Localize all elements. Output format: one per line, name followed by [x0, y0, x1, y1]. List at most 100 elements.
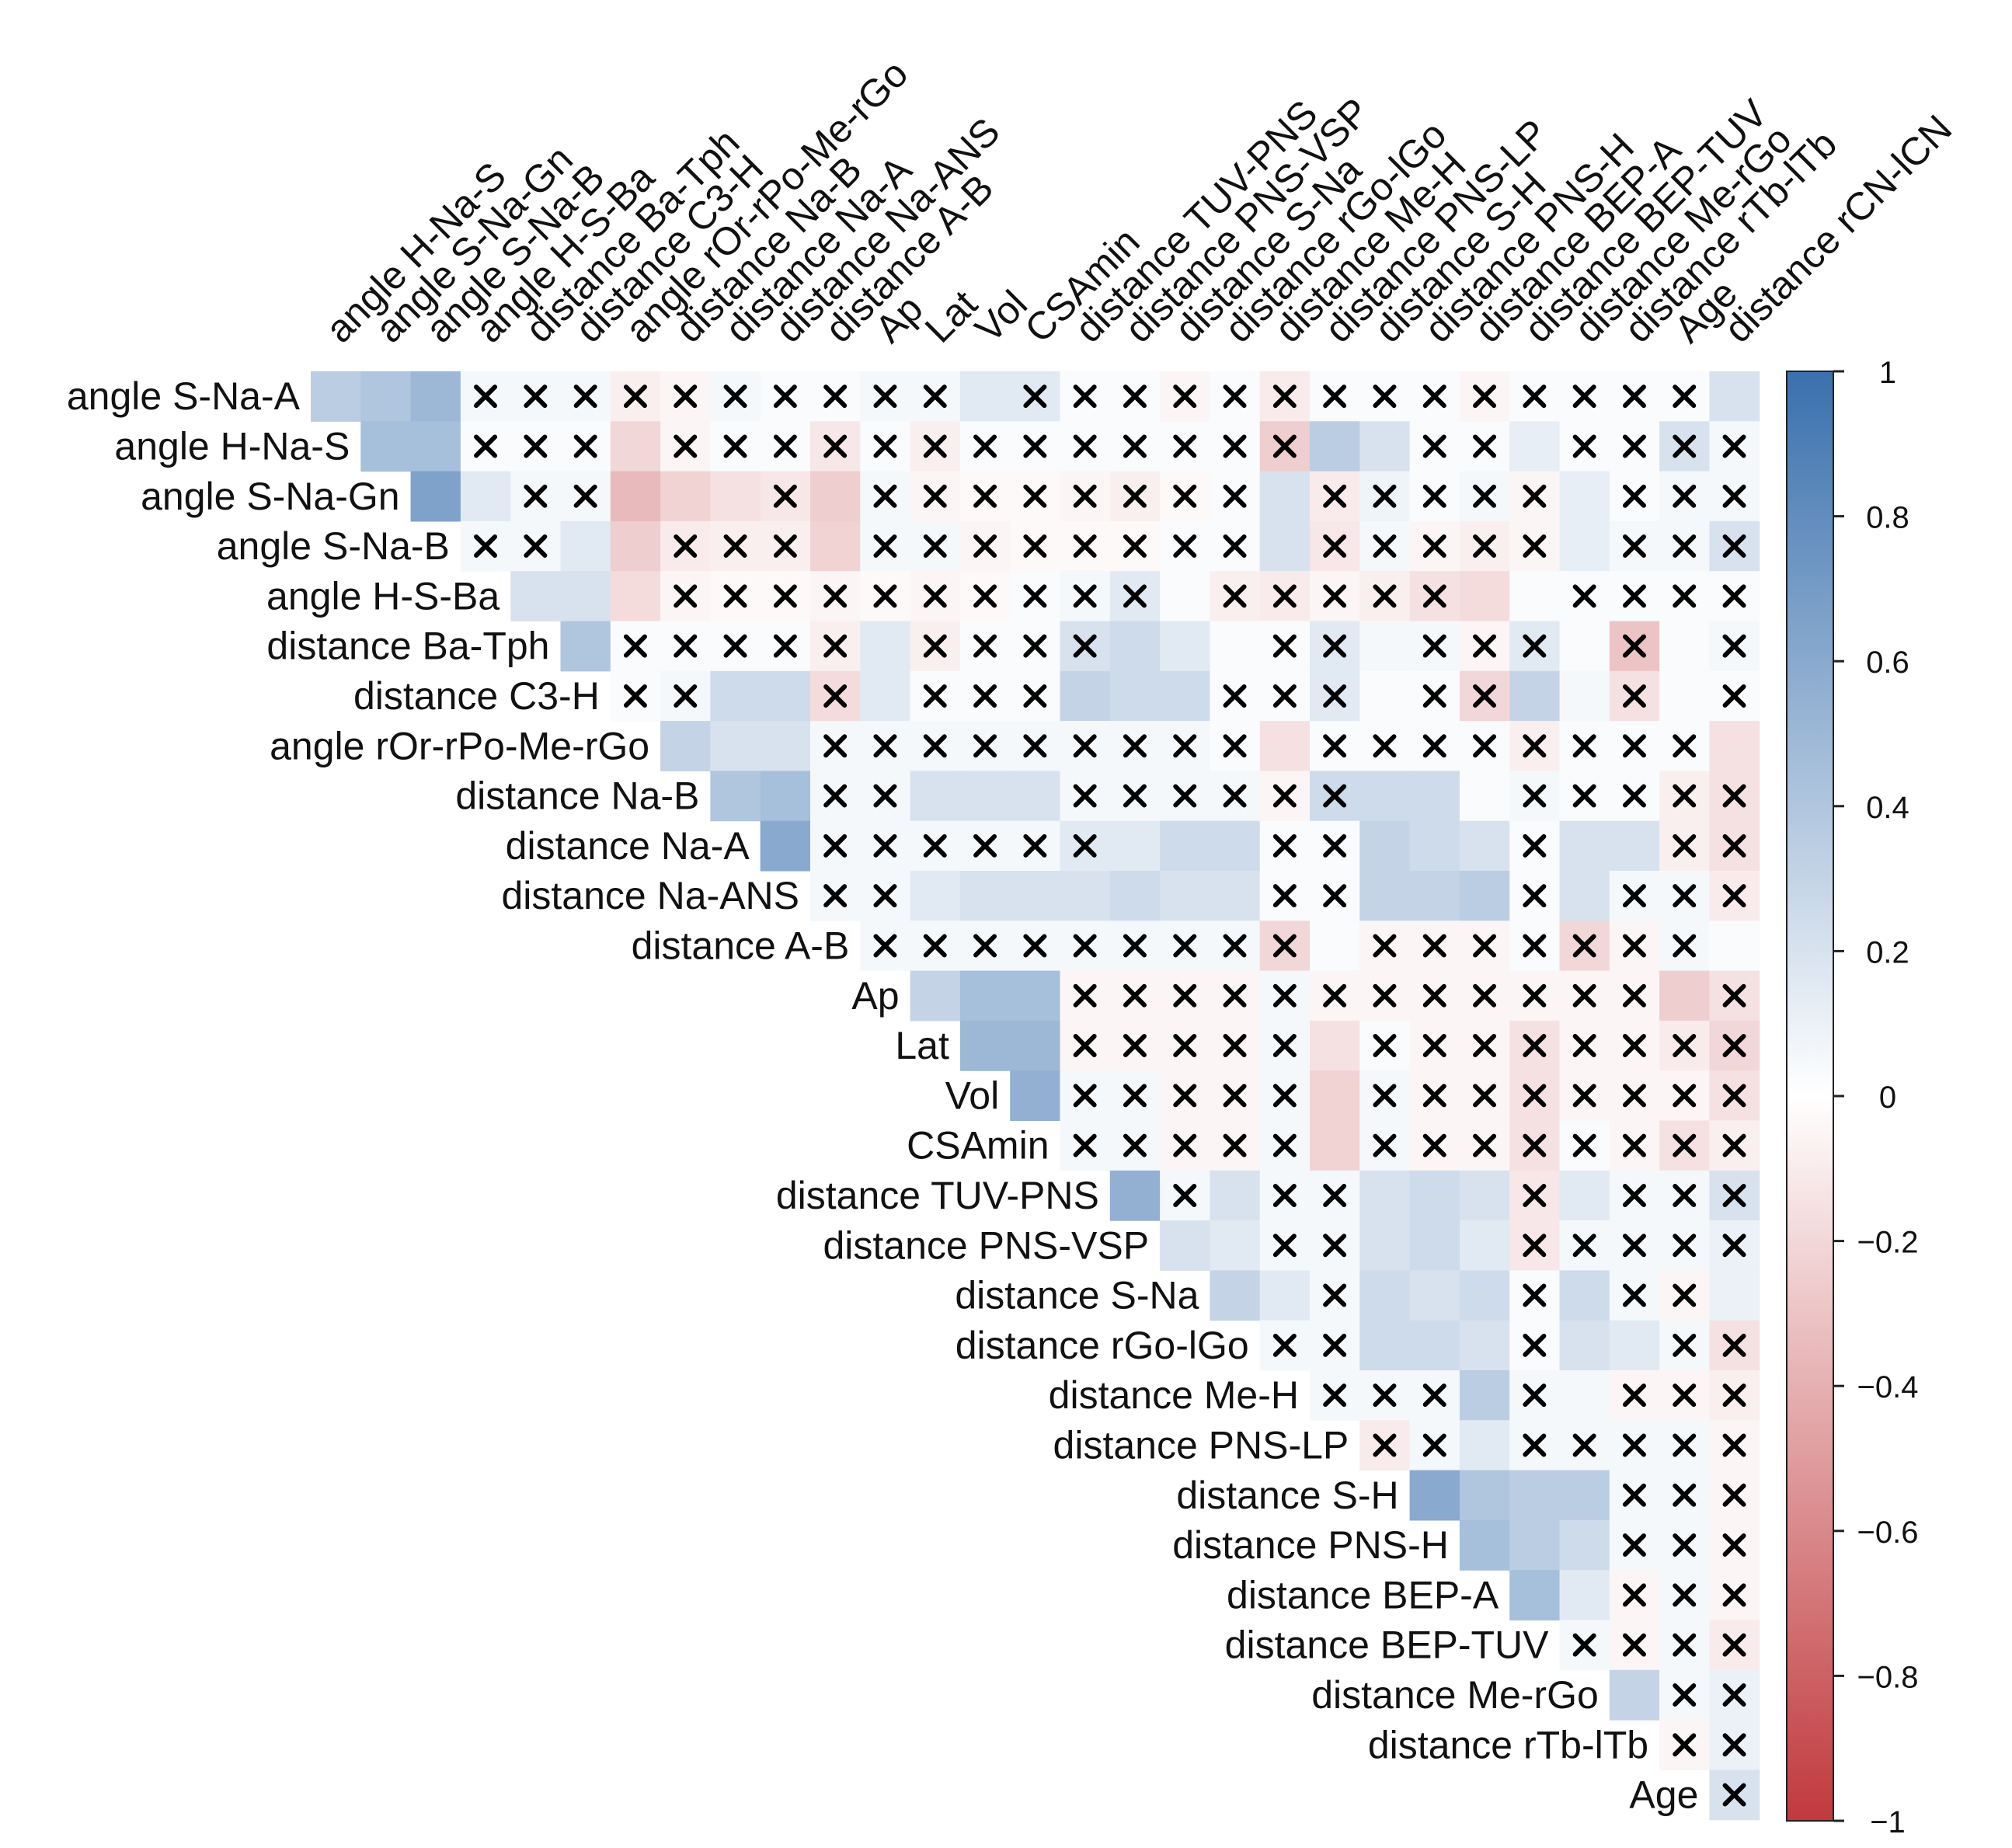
not-significant-mark	[1323, 784, 1347, 808]
not-significant-mark	[1272, 1034, 1297, 1058]
not-significant-mark	[1323, 834, 1347, 858]
not-significant-mark	[1673, 934, 1697, 958]
not-significant-mark	[1173, 385, 1197, 409]
heatmap-cell	[1109, 820, 1161, 872]
heatmap-cell	[460, 471, 511, 522]
not-significant-mark	[973, 684, 997, 708]
not-significant-mark	[1123, 1034, 1147, 1058]
not-significant-mark	[1323, 1283, 1347, 1307]
heatmap-cell	[1359, 421, 1411, 472]
not-significant-mark	[1572, 983, 1596, 1008]
not-significant-mark	[1523, 1183, 1547, 1207]
heatmap-cell	[410, 371, 461, 422]
not-significant-mark	[1272, 1183, 1297, 1207]
not-significant-mark	[1473, 385, 1497, 409]
not-significant-mark	[524, 385, 548, 409]
not-significant-mark	[1673, 1683, 1697, 1707]
not-significant-mark	[1523, 934, 1547, 958]
heatmap-cell	[1559, 1270, 1610, 1321]
not-significant-mark	[1073, 584, 1097, 608]
not-significant-mark	[674, 534, 698, 559]
heatmap-cell	[1109, 670, 1161, 722]
not-significant-mark	[1223, 534, 1247, 559]
not-significant-mark	[1272, 1084, 1297, 1108]
not-significant-mark	[1523, 1383, 1547, 1408]
not-significant-mark	[1523, 1433, 1547, 1457]
not-significant-mark	[1622, 1483, 1646, 1507]
not-significant-mark	[1622, 784, 1646, 808]
not-significant-mark	[1223, 385, 1247, 409]
not-significant-mark	[873, 534, 897, 559]
row-label: distance BEP-A	[1227, 1573, 1499, 1617]
heatmap-cell	[1310, 1020, 1360, 1071]
not-significant-mark	[1073, 1084, 1097, 1108]
not-significant-mark	[1673, 784, 1697, 808]
not-significant-mark	[1622, 1383, 1646, 1408]
not-significant-mark	[1422, 983, 1446, 1008]
not-significant-mark	[1523, 1084, 1547, 1108]
not-significant-mark	[1722, 1633, 1746, 1657]
not-significant-mark	[1673, 834, 1697, 858]
not-significant-mark	[1673, 1583, 1697, 1607]
row-labels: angle S-Na-A angle H-Na-S angle S-Na-Gn ang…	[67, 374, 1699, 1816]
row-label: angle S-Na-Gn	[141, 475, 400, 518]
not-significant-mark	[1572, 1633, 1596, 1657]
not-significant-mark	[1673, 484, 1697, 508]
colorbar-tick-label: 1	[1879, 356, 1896, 390]
heatmap-cell	[760, 820, 811, 872]
heatmap-cell	[910, 970, 961, 1021]
not-significant-mark	[1023, 584, 1047, 608]
heatmap-cell	[1659, 970, 1710, 1021]
not-significant-mark	[1272, 684, 1297, 708]
heatmap-cell	[1310, 1120, 1360, 1171]
heatmap-cells	[311, 371, 1760, 1821]
heatmap-cell	[1509, 670, 1561, 722]
heatmap-cell	[610, 421, 661, 472]
not-significant-mark	[1023, 385, 1047, 409]
colorbar-tick-label: −0.6	[1857, 1516, 1919, 1550]
not-significant-mark	[1673, 1133, 1697, 1157]
not-significant-mark	[923, 634, 947, 658]
not-significant-mark	[1323, 584, 1347, 608]
not-significant-mark	[1473, 734, 1497, 758]
not-significant-mark	[1572, 1234, 1596, 1258]
row-label: distance Ba-Tph	[266, 625, 549, 668]
not-significant-mark	[1722, 1183, 1746, 1207]
heatmap-cell	[1559, 621, 1610, 672]
not-significant-mark	[873, 834, 897, 858]
heatmap-cell	[1559, 1170, 1610, 1221]
not-significant-mark	[773, 484, 797, 508]
not-significant-mark	[1272, 1133, 1297, 1157]
not-significant-mark	[873, 884, 897, 908]
not-significant-mark	[1173, 1034, 1197, 1058]
heatmap-cell	[1259, 1270, 1311, 1321]
heatmap-cell	[1559, 471, 1610, 522]
not-significant-mark	[1223, 983, 1247, 1008]
not-significant-mark	[1422, 484, 1446, 508]
heatmap-cell	[1060, 871, 1111, 921]
heatmap-cell	[660, 721, 711, 771]
heatmap-cell	[1160, 571, 1210, 622]
not-significant-mark	[1673, 385, 1697, 409]
heatmap-cell	[1409, 1270, 1460, 1321]
not-significant-mark	[1373, 1383, 1397, 1408]
colorbar-tick-label: 0.4	[1866, 791, 1909, 825]
not-significant-mark	[1622, 434, 1646, 458]
not-significant-mark	[1123, 983, 1147, 1008]
row-label: distance PNS-H	[1172, 1523, 1449, 1567]
heatmap-cell	[1709, 371, 1760, 422]
heatmap-cell	[1109, 871, 1161, 921]
heatmap-cell	[1010, 1020, 1061, 1071]
not-significant-mark	[1622, 1183, 1646, 1207]
heatmap-cell	[560, 621, 611, 672]
heatmap-cell	[1259, 520, 1311, 572]
heatmap-cell	[1559, 520, 1610, 572]
not-significant-mark	[1473, 983, 1497, 1008]
row-label: angle H-Na-S	[114, 424, 350, 468]
not-significant-mark	[923, 584, 947, 608]
not-significant-mark	[1523, 634, 1547, 658]
row-label: angle S-Na-B	[217, 524, 450, 568]
not-significant-mark	[1722, 784, 1746, 808]
not-significant-mark	[1173, 484, 1197, 508]
heatmap-cell	[1559, 1370, 1610, 1421]
